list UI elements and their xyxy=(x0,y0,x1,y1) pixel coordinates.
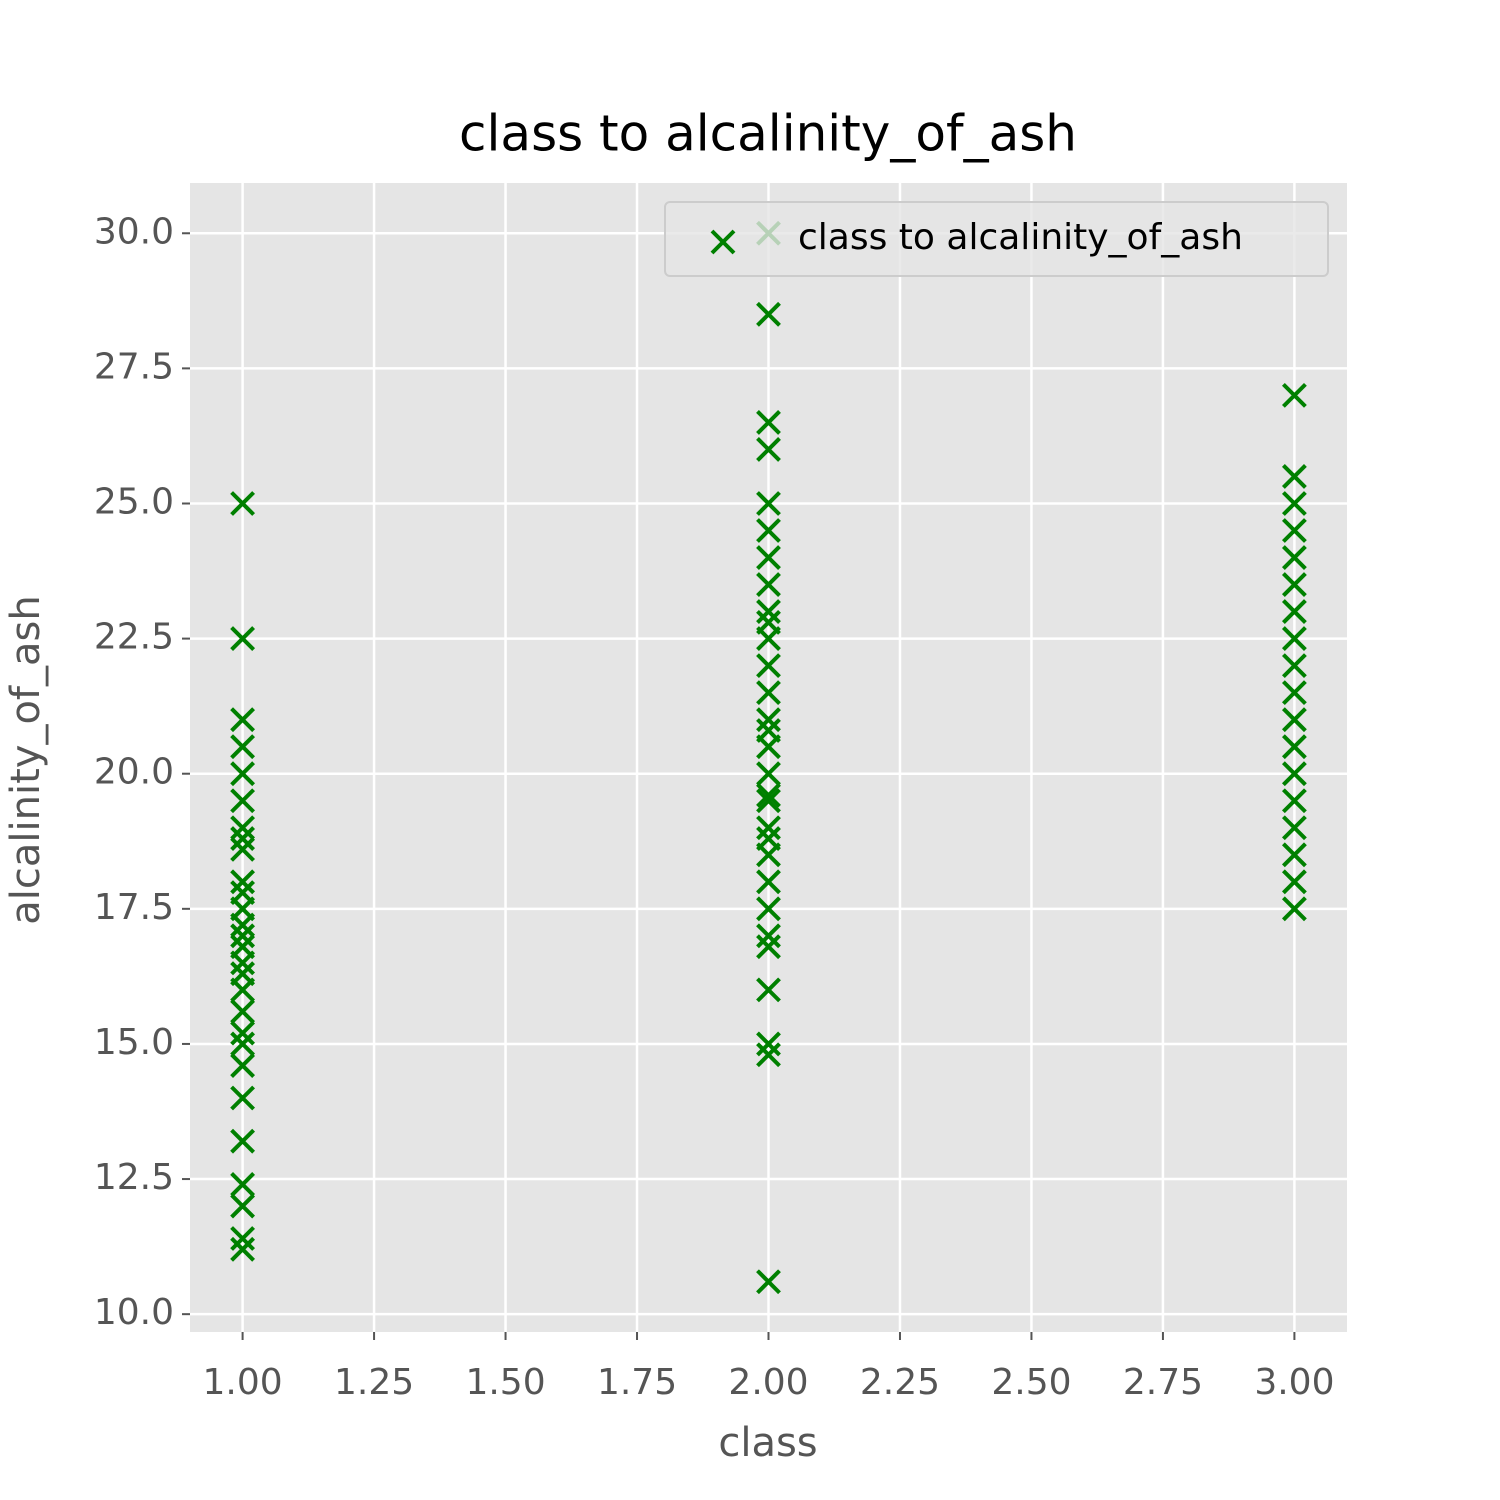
data-point xyxy=(1281,761,1307,787)
data-point xyxy=(230,491,256,516)
data-point xyxy=(230,999,256,1024)
data-point xyxy=(1281,653,1307,679)
data-point xyxy=(756,788,781,814)
y-tick-label: 15.0 xyxy=(94,1022,174,1063)
data-point xyxy=(756,896,781,922)
data-point xyxy=(756,761,781,787)
data-point xyxy=(1281,572,1307,597)
data-point xyxy=(756,653,781,679)
data-point xyxy=(756,518,781,543)
x-tick-label: 1.00 xyxy=(203,1362,283,1403)
y-tick-label: 20.0 xyxy=(94,752,174,793)
x-tick-label: 3.00 xyxy=(1254,1362,1334,1403)
data-point xyxy=(1281,788,1307,814)
data-point xyxy=(1281,842,1307,868)
y-tick-label: 12.5 xyxy=(94,1157,174,1198)
x-tick-label: 1.25 xyxy=(334,1362,414,1403)
data-point xyxy=(756,545,781,570)
legend-label: class to alcalinity_of_ash xyxy=(798,217,1243,258)
x-tick-label: 2.00 xyxy=(728,1362,808,1403)
data-point xyxy=(230,1085,256,1111)
data-point xyxy=(756,572,781,597)
y-tick-label: 22.5 xyxy=(94,617,174,658)
data-point xyxy=(1281,491,1307,516)
data-point xyxy=(756,869,781,895)
data-point xyxy=(756,815,781,841)
data-point xyxy=(230,1236,256,1262)
data-point xyxy=(1281,896,1307,922)
data-point xyxy=(756,410,781,435)
data-point xyxy=(230,1128,256,1154)
data-point xyxy=(230,1193,256,1219)
data-point xyxy=(1281,626,1307,652)
data-point xyxy=(756,680,781,706)
y-axis-label: alcalinity_of_ash xyxy=(3,595,49,924)
data-point xyxy=(1281,599,1307,624)
grid: 1.00 1.25 1.50 1.75 2.00 2.25 2.50 2.75 3.00 10.0… xyxy=(94,183,1347,1403)
data-point xyxy=(230,869,256,895)
data-point xyxy=(230,923,256,949)
data-point xyxy=(1281,680,1307,706)
data-point xyxy=(230,950,256,976)
data-point xyxy=(230,826,256,851)
data-point xyxy=(756,1042,781,1068)
marks xyxy=(230,220,1307,1295)
data-point xyxy=(1281,734,1307,760)
data-point xyxy=(756,707,781,733)
data-point xyxy=(1281,545,1307,570)
data-point xyxy=(230,626,256,652)
data-point xyxy=(1281,707,1307,733)
x-axis-label: class xyxy=(718,1420,817,1466)
data-point xyxy=(756,1269,781,1295)
chart-title: class to alcalinity_of_ash xyxy=(459,105,1077,163)
data-point xyxy=(230,977,256,1003)
data-point xyxy=(756,782,781,808)
data-point xyxy=(230,1172,256,1197)
legend-box xyxy=(664,201,1329,277)
data-point xyxy=(756,437,781,462)
data-point xyxy=(756,923,781,949)
y-tick-label: 10.0 xyxy=(94,1292,174,1333)
data-point xyxy=(230,734,256,760)
x-tick-label: 2.75 xyxy=(1123,1362,1203,1403)
data-point xyxy=(1281,869,1307,895)
data-point xyxy=(756,977,781,1003)
data-point xyxy=(1281,382,1307,408)
data-point xyxy=(230,1053,256,1078)
data-point xyxy=(230,788,256,814)
data-point xyxy=(230,707,256,733)
data-point xyxy=(230,1031,256,1057)
data-point xyxy=(756,934,781,960)
y-tick-label: 25.0 xyxy=(94,481,174,522)
x-tick-label: 1.75 xyxy=(597,1362,677,1403)
data-point xyxy=(756,734,781,760)
data-point xyxy=(1281,815,1307,841)
y-tick-label: 27.5 xyxy=(94,346,174,387)
y-tick-label: 30.0 xyxy=(94,211,174,252)
y-tick-label: 17.5 xyxy=(94,887,174,928)
data-point xyxy=(230,836,256,862)
data-point xyxy=(756,842,781,868)
data-point xyxy=(756,1031,781,1057)
x-tick-label: 2.50 xyxy=(991,1362,1071,1403)
data-point xyxy=(1281,518,1307,543)
data-point xyxy=(756,491,781,516)
data-point xyxy=(230,1020,256,1046)
data-point xyxy=(756,301,781,327)
legend-marker xyxy=(710,229,736,255)
data-point xyxy=(1281,464,1307,489)
data-point xyxy=(230,815,256,841)
x-tick-label: 1.50 xyxy=(465,1362,545,1403)
data-point xyxy=(756,626,781,652)
data-point xyxy=(756,599,781,624)
x-tick-label: 2.25 xyxy=(860,1362,940,1403)
legend: class to alcalinity_of_ash xyxy=(664,201,1329,277)
data-point xyxy=(230,761,256,787)
data-point xyxy=(230,912,256,938)
data-point xyxy=(230,1226,256,1251)
